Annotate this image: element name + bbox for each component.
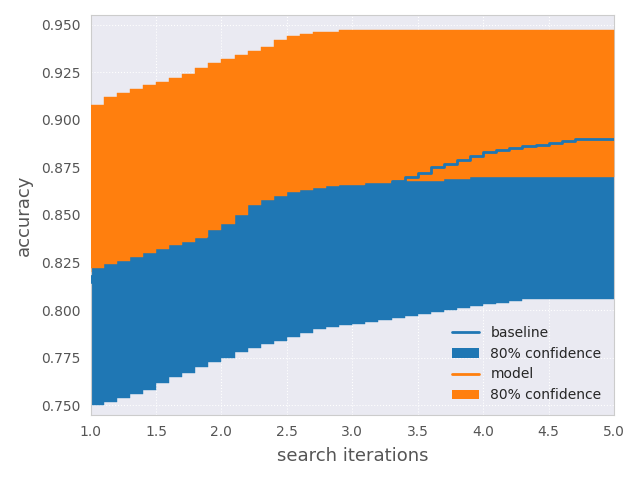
X-axis label: search iterations: search iterations bbox=[276, 447, 428, 465]
Legend: baseline, 80% confidence, model, 80% confidence: baseline, 80% confidence, model, 80% con… bbox=[446, 320, 607, 408]
Y-axis label: accuracy: accuracy bbox=[15, 174, 33, 256]
